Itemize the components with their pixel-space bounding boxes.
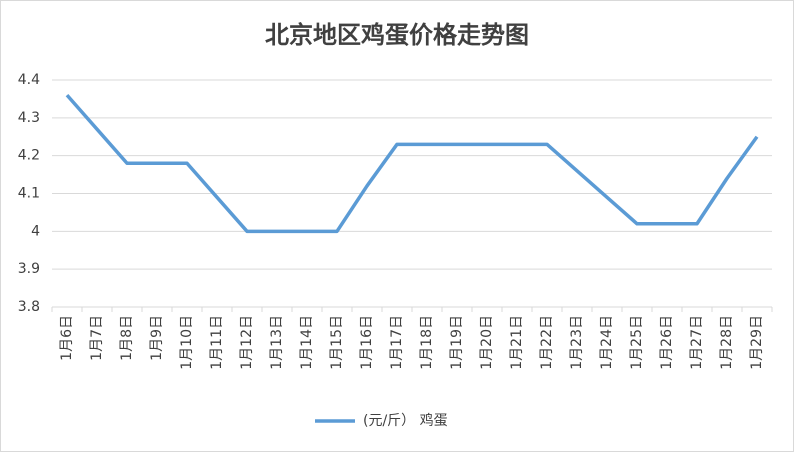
x-tick-label: 1月15日 [329,315,345,370]
y-tick-label: 4 [31,223,40,239]
x-tick-label: 1月7日 [89,315,105,361]
y-tick-label: 3.9 [18,261,40,277]
x-tick-label: 1月26日 [659,315,675,370]
x-tick-label: 1月21日 [509,315,525,370]
y-tick-label: 3.8 [18,299,40,315]
x-tick-label: 1月25日 [629,315,645,370]
y-tick-label: 4.2 [18,148,40,164]
x-tick-label: 1月19日 [449,315,465,370]
legend-label: (元/斤） 鸡蛋 [363,412,448,429]
x-tick-label: 1月17日 [389,315,405,370]
x-tick-label: 1月16日 [359,315,375,370]
x-tick-label: 1月20日 [479,315,495,370]
x-tick-label: 1月12日 [239,315,255,370]
x-tick-label: 1月6日 [59,315,75,361]
x-tick-label: 1月27日 [689,315,705,370]
x-tick-label: 1月13日 [269,315,285,370]
x-tick-label: 1月24日 [599,315,615,370]
x-tick-label: 1月29日 [749,315,765,370]
x-tick-label: 1月18日 [419,315,435,370]
x-tick-label: 1月23日 [569,315,585,370]
x-tick-label: 1月11日 [209,315,225,370]
x-tick-label: 1月14日 [299,315,315,370]
x-tick-label: 1月28日 [719,315,735,370]
x-tick-label: 1月8日 [119,315,135,361]
chart-title: 北京地区鸡蛋价格走势图 [265,21,529,49]
y-tick-label: 4.4 [18,72,40,88]
x-tick-label: 1月10日 [179,315,195,370]
series-line [65,93,759,234]
x-tick-label: 1月9日 [149,315,165,361]
y-tick-label: 4.3 [18,110,40,126]
y-tick-label: 4.1 [18,186,40,202]
x-tick-label: 1月22日 [539,315,555,370]
